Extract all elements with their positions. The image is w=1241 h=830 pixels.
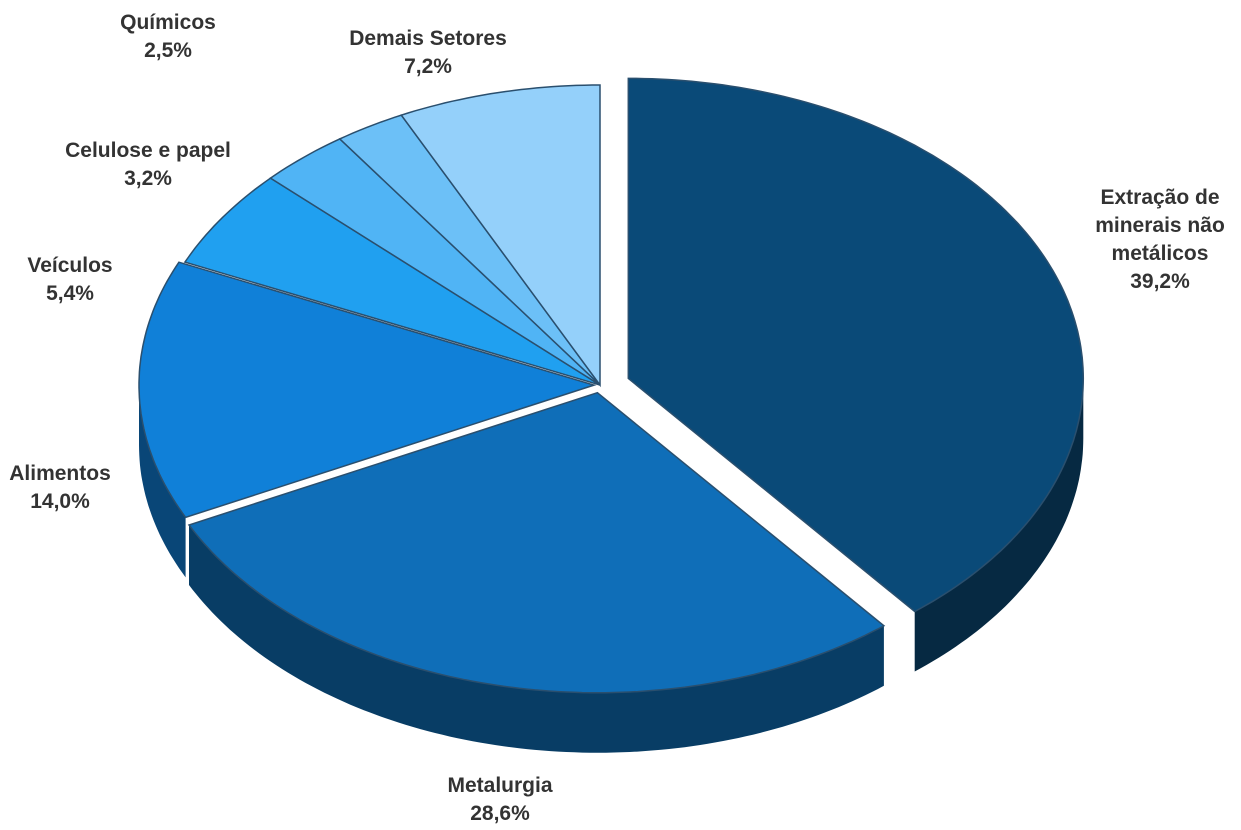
slice: [400, 84, 601, 388]
slice-label: Metalurgia 28,6%: [400, 772, 600, 828]
category-name: Extração de minerais não metálicos: [1095, 186, 1225, 265]
category-name: Demais Setores: [349, 27, 507, 50]
slice-label: Alimentos 14,0%: [0, 460, 120, 516]
slice-side: [914, 378, 1084, 672]
slice: [627, 77, 1085, 613]
slice: [187, 391, 886, 694]
slice-label: Extração de minerais não metálicos 39,2%: [1075, 184, 1241, 296]
slice-label: Demais Setores 7,2%: [318, 25, 538, 81]
value-label: 5,4%: [46, 282, 94, 305]
value-label: 2,5%: [144, 39, 192, 62]
slice-side: [189, 525, 884, 753]
category-name: Alimentos: [9, 462, 111, 485]
category-name: Químicos: [120, 11, 216, 34]
value-label: 3,2%: [124, 167, 172, 190]
value-label: 39,2%: [1130, 270, 1190, 293]
category-name: Celulose e papel: [65, 139, 231, 162]
slice: [183, 177, 601, 386]
value-label: 28,6%: [470, 802, 530, 825]
slice-label: Químicos 2,5%: [108, 9, 228, 65]
slice: [138, 261, 597, 519]
category-name: Metalurgia: [447, 774, 553, 797]
slice: [269, 138, 601, 386]
slice-label: Veículos 5,4%: [10, 252, 130, 308]
value-label: 14,0%: [30, 490, 90, 513]
slice-label: Celulose e papel 3,2%: [38, 137, 258, 193]
category-name: Veículos: [27, 254, 113, 277]
value-label: 7,2%: [404, 55, 452, 78]
slice: [338, 114, 601, 386]
